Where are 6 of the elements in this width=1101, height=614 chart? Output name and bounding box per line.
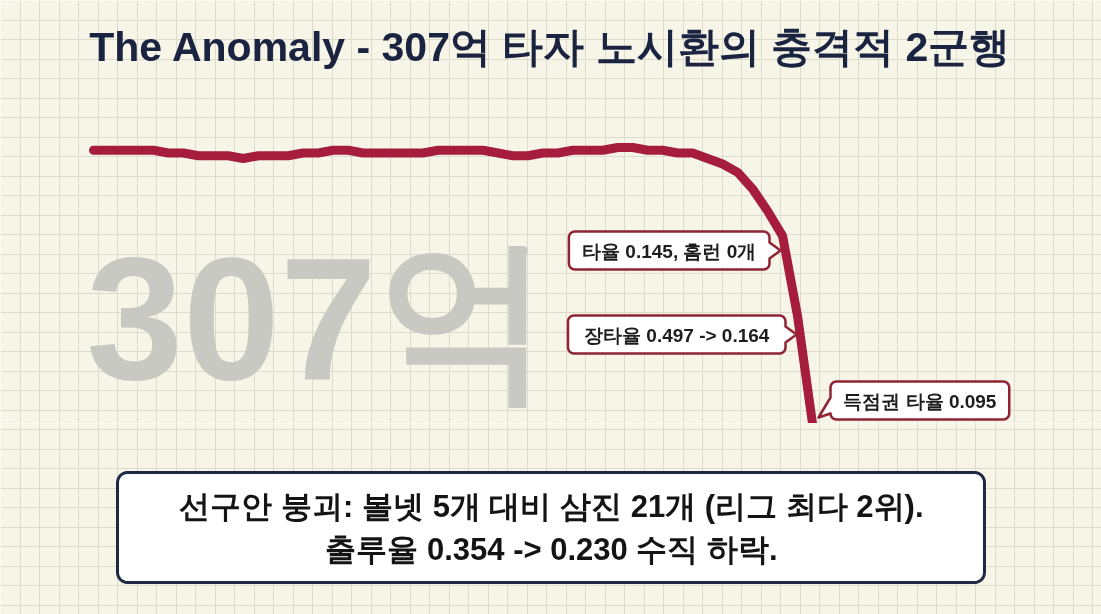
text: 선구안 붕괴: 볼넷 5개 대비 삼진 21개 (리그 최다 2위). [179, 488, 924, 524]
text: 출루율 0.354 -> 0.230 수직 하락. [325, 531, 778, 567]
text: 득점권 타율 0.095 [843, 391, 997, 412]
annotation: 타율 0.145, 홈런 0개 [582, 241, 757, 262]
chart-title: The Anomaly - 307억 타자 노시환의 충격적 2군행 [89, 23, 1011, 70]
annotation: 장타율 0.497 -> 0.164 [584, 325, 770, 346]
